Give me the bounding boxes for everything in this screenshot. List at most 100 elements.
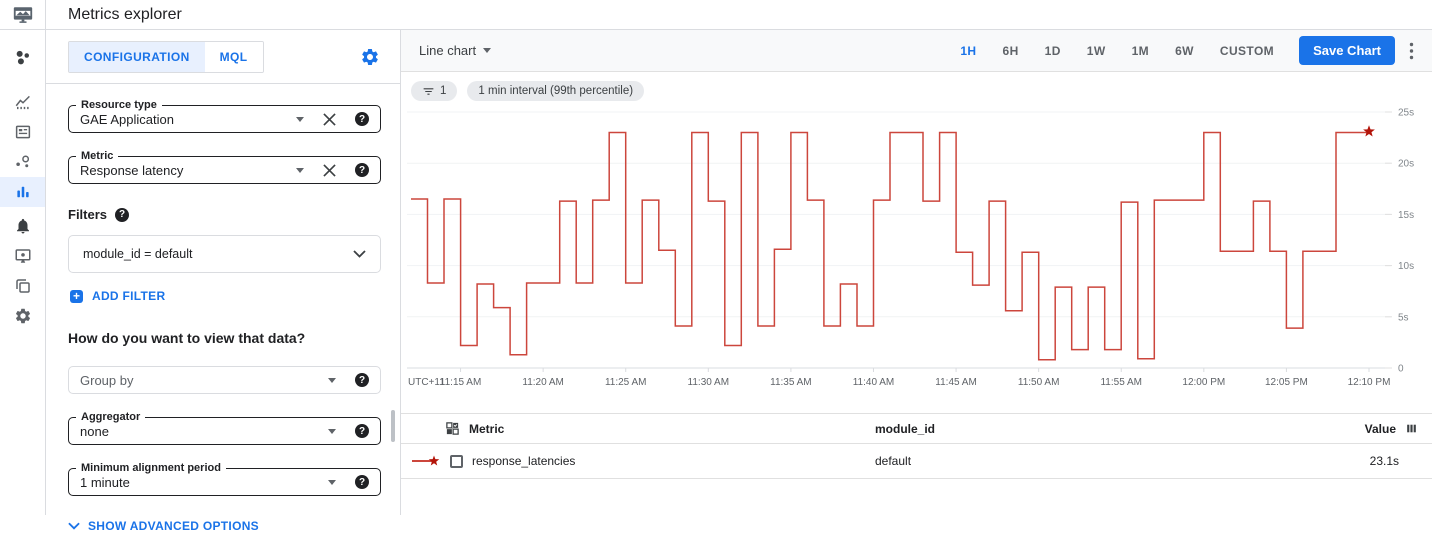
sidebar-item-groups[interactable]: [0, 271, 45, 301]
add-filter-label: ADD FILTER: [92, 289, 166, 303]
help-icon[interactable]: ?: [355, 163, 369, 177]
show-advanced-options[interactable]: SHOW ADVANCED OPTIONS: [68, 519, 381, 533]
caret-down-icon[interactable]: [328, 479, 336, 485]
time-range-1w[interactable]: 1W: [1086, 43, 1106, 58]
resource-type-field[interactable]: Resource type GAE Application ?: [68, 99, 381, 133]
page-title: Metrics explorer: [68, 5, 182, 23]
sidebar-item-settings[interactable]: [0, 301, 45, 331]
svg-text:12:05 PM: 12:05 PM: [1265, 377, 1308, 388]
time-range-custom[interactable]: CUSTOM: [1219, 43, 1275, 58]
time-ranges: 1H 6H 1D 1W 1M 6W CUSTOM: [947, 38, 1287, 64]
svg-text:11:50 AM: 11:50 AM: [1018, 377, 1060, 388]
time-range-1h[interactable]: 1H: [960, 43, 977, 58]
aggregator-field[interactable]: Aggregator none ?: [68, 411, 381, 445]
time-range-1m[interactable]: 1M: [1131, 43, 1150, 58]
svg-text:0: 0: [1398, 364, 1404, 375]
sidebar-item-dashboards[interactable]: [0, 117, 45, 147]
help-icon[interactable]: ?: [355, 373, 369, 387]
svg-text:11:25 AM: 11:25 AM: [605, 377, 647, 388]
row-checkbox[interactable]: [450, 454, 463, 468]
row-module-id: default: [875, 454, 912, 468]
svg-text:12:10 PM: 12:10 PM: [1348, 377, 1391, 388]
caret-down-icon[interactable]: [328, 428, 336, 434]
svg-text:25s: 25s: [1398, 108, 1414, 119]
sidebar-item-metrics-explorer[interactable]: [0, 177, 45, 207]
help-icon[interactable]: ?: [355, 112, 369, 126]
caret-down-icon[interactable]: [328, 377, 336, 383]
add-filter-button[interactable]: + ADD FILTER: [70, 289, 381, 303]
caret-down-icon[interactable]: [296, 167, 304, 173]
caret-down-icon: [483, 48, 492, 53]
row-value: 23.1s: [1369, 454, 1399, 468]
resource-type-label: Resource type: [76, 99, 162, 111]
config-panel: CONFIGURATION MQL Resource type GAE Appl…: [46, 30, 401, 533]
chart-type-label: Line chart: [419, 43, 477, 58]
columns-icon[interactable]: [1405, 422, 1418, 435]
more-options-icon[interactable]: [1403, 42, 1420, 60]
sidebar-item-services[interactable]: [0, 147, 45, 177]
resource-type-value: GAE Application: [80, 111, 174, 127]
aggregator-label: Aggregator: [76, 411, 146, 423]
svg-text:11:20 AM: 11:20 AM: [522, 377, 564, 388]
sidebar-item-uptime-checks[interactable]: [0, 241, 45, 271]
help-icon[interactable]: ?: [115, 207, 130, 222]
monitoring-logo[interactable]: [0, 0, 46, 29]
metric-value: Response latency: [80, 162, 184, 178]
filter-icon: [423, 87, 434, 95]
latency-chart[interactable]: 0 5s 10s 15s 20s 25s 11:15 AM 11:20 AM 11:25 AM 1…: [401, 103, 1430, 395]
nav-rail: [0, 30, 46, 515]
services-icon: [15, 155, 29, 168]
chevron-down-icon[interactable]: [353, 247, 366, 261]
chips-row: 1 1 min interval (99th percentile): [401, 72, 1432, 103]
time-range-6w[interactable]: 6W: [1175, 43, 1194, 58]
tab-mql[interactable]: MQL: [204, 42, 263, 72]
table-row[interactable]: response_latencies default 23.1s: [401, 444, 1432, 479]
save-chart-button[interactable]: Save Chart: [1299, 36, 1395, 65]
gear-icon[interactable]: [360, 47, 380, 67]
sidebar-item-alerting[interactable]: [0, 211, 45, 241]
settings-icon: [15, 308, 30, 324]
filters-label: Filters: [68, 207, 108, 222]
svg-text:11:35 AM: 11:35 AM: [770, 377, 812, 388]
aggregator-value: none: [80, 423, 109, 439]
time-range-6h[interactable]: 6H: [1002, 43, 1019, 58]
chip-label: 1 min interval (99th percentile): [478, 85, 634, 97]
sidebar-item-overview[interactable]: [0, 43, 45, 73]
filter-value: module_id = default: [83, 247, 193, 261]
group-by-field[interactable]: Group by ?: [68, 366, 381, 394]
chip-label: 1: [440, 85, 447, 97]
sidebar-item-metrics[interactable]: [0, 87, 45, 117]
alerting-icon: [16, 218, 29, 234]
help-icon[interactable]: ?: [355, 424, 369, 438]
filter-chip-row[interactable]: module_id = default: [68, 235, 381, 273]
row-metric: response_latencies: [472, 454, 576, 468]
clear-icon[interactable]: [323, 163, 336, 177]
svg-text:11:55 AM: 11:55 AM: [1100, 377, 1142, 388]
chart-toolbar: Line chart 1H 6H 1D 1W 1M 6W CUSTOM Save Chart: [401, 30, 1432, 72]
help-icon[interactable]: ?: [355, 475, 369, 489]
scrollbar-thumb[interactable]: [391, 410, 395, 442]
svg-text:12:00 PM: 12:00 PM: [1182, 377, 1225, 388]
table-toggle-icon[interactable]: [445, 421, 460, 436]
filter-count-chip[interactable]: 1: [411, 81, 458, 101]
min-alignment-field[interactable]: Minimum alignment period 1 minute ?: [68, 462, 381, 496]
metrics-explorer-icon: [16, 186, 29, 198]
chart-panel: Line chart 1H 6H 1D 1W 1M 6W CUSTOM Save Chart…: [401, 30, 1432, 515]
time-range-1d[interactable]: 1D: [1044, 43, 1061, 58]
overview-icon: [16, 50, 29, 65]
clear-icon[interactable]: [323, 112, 336, 126]
plus-icon: +: [70, 289, 83, 303]
svg-text:UTC+11: UTC+11: [408, 377, 445, 388]
chevron-down-icon: [68, 522, 80, 530]
col-module-id: module_id: [875, 421, 936, 436]
chart-type-dropdown[interactable]: Line chart: [419, 43, 492, 58]
table-header: Metric module_id Value: [401, 413, 1432, 444]
aggregation-chip[interactable]: 1 min interval (99th percentile): [467, 81, 645, 101]
app-header: Metrics explorer: [0, 0, 1432, 30]
caret-down-icon[interactable]: [296, 116, 304, 122]
metric-label: Metric: [76, 150, 119, 162]
monitoring-logo-icon: [13, 6, 32, 23]
metric-field[interactable]: Metric Response latency ?: [68, 150, 381, 184]
svg-text:20s: 20s: [1398, 159, 1414, 170]
tab-configuration[interactable]: CONFIGURATION: [69, 42, 205, 72]
